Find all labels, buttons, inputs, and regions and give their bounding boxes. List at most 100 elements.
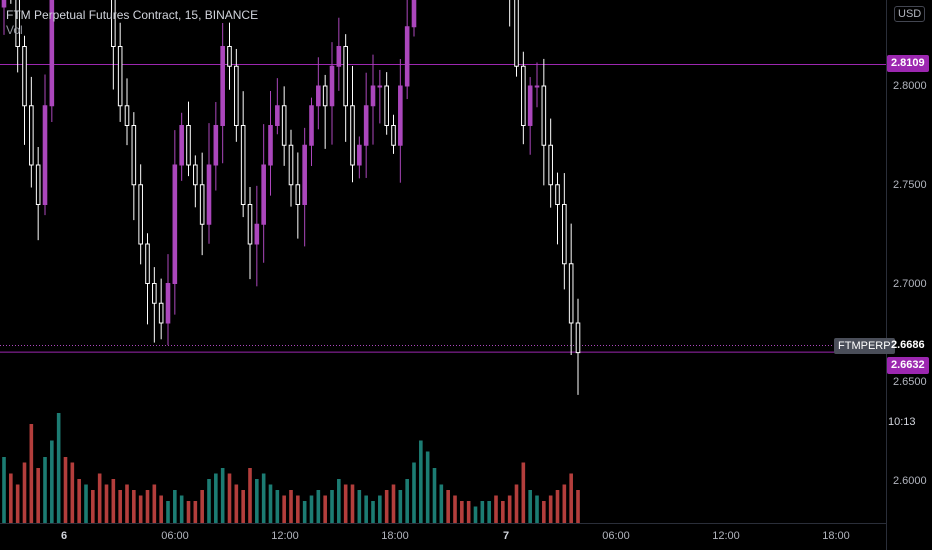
time-tick-label: 12:00 [271,530,299,542]
candle-body [213,125,219,166]
volume-bar [453,495,457,523]
candle-body [575,322,581,354]
volume-bar [446,490,450,523]
volume-bar [425,451,430,523]
currency-button[interactable]: USD [894,6,926,22]
volume-bar [494,495,498,523]
time-tick-label: 6 [60,530,68,542]
volume-bar [91,490,95,523]
candle-body [527,85,533,126]
volume-bar [309,495,314,523]
time-tick-label: 06:00 [161,530,189,542]
volume-bar [521,462,526,523]
candle-body [261,164,266,225]
candle-body [370,85,376,107]
volume-bar [29,424,34,523]
candle-body [131,125,137,186]
volume-bar [15,484,20,523]
volume-bar [50,440,54,523]
volume-bar [514,484,519,523]
candle-body [288,144,294,186]
candle-body [343,46,348,107]
time-tick-label: 7 [502,530,510,542]
candle-body [247,204,253,245]
candle-body [329,65,335,107]
volume-bar [200,490,204,523]
volume-bar [507,495,512,523]
volume-bar [268,484,273,523]
price-tick-label: 2.8000 [893,80,927,92]
volume-bar [473,506,478,523]
volume-bar [145,490,150,523]
volume-bar [432,468,437,523]
price-axis[interactable]: 3.05003.00002.95002.90002.85002.80002.75… [886,0,932,550]
volume-bar [405,479,409,523]
volume-bar [542,501,546,523]
volume-bar [439,484,444,523]
volume-bar [528,490,532,523]
candle-body [295,184,301,205]
volume-bar [343,484,348,523]
candle-body [172,164,178,284]
volume-bar [159,495,163,523]
chart-area[interactable]: FTM Perpetual Futures Contract, 15, BINA… [0,0,886,523]
volume-bar [535,495,539,523]
candle-body [158,302,164,324]
candle-body [391,125,396,146]
volume-bar [357,490,362,523]
volume-bar [289,490,293,523]
horizontal-line-price-badge: 2.8109 [887,55,929,73]
volume-bar [487,501,491,523]
legend-title: FTM Perpetual Futures Contract, 15, BINA… [6,8,259,22]
volume-bar [371,501,375,523]
candle-body [42,105,48,205]
volume-bar [220,468,225,523]
candle-body [240,125,246,205]
price-tick-label: 2.6500 [893,376,927,389]
candle-body [186,125,191,166]
volume-bar [118,490,122,523]
volume-bar [214,473,218,523]
candle-body [254,223,260,245]
volume-bar [138,495,143,523]
candle-body [275,105,280,126]
bar-countdown: 10:13 [888,416,916,428]
candle-body [541,85,547,146]
candle-body [357,144,362,166]
candle-body [268,125,273,166]
volume-bar [337,479,341,523]
chart-legend: FTM Perpetual Futures Contract, 15, BINA… [6,8,258,38]
candle-body [234,65,239,126]
candle-body [165,283,171,324]
candle-body [281,105,287,146]
time-tick-label: 06:00 [602,530,630,542]
volume-bar [350,484,355,523]
candle-body [124,105,130,126]
candle-body [384,85,389,126]
volume-bar [179,495,184,523]
candle-body [199,184,205,225]
volume-bar [173,490,177,523]
volume-bar [330,490,334,523]
candle-body [534,85,540,88]
candle-body [568,263,574,324]
candle-body [350,105,355,166]
volume-bar [36,468,40,523]
candle-body [152,283,157,304]
candle-body [377,85,383,88]
candle-body [29,105,34,166]
candle-body [220,46,225,126]
candle-body [15,0,20,47]
volume-bar [22,462,27,523]
volume-bar [70,462,75,523]
candle-body [111,0,116,47]
time-axis[interactable]: 6 06:00 12:00 18:00 7 06:00 12:00 18:00 [0,523,886,550]
chart-plot[interactable] [0,0,886,523]
volume-bar [43,457,47,523]
volume-bar [576,490,580,523]
candle-body [555,184,560,205]
volume-bar [480,501,485,523]
candle-body [514,0,519,67]
price-tick-label: 2.6000 [893,475,927,487]
candle-body [309,105,314,146]
